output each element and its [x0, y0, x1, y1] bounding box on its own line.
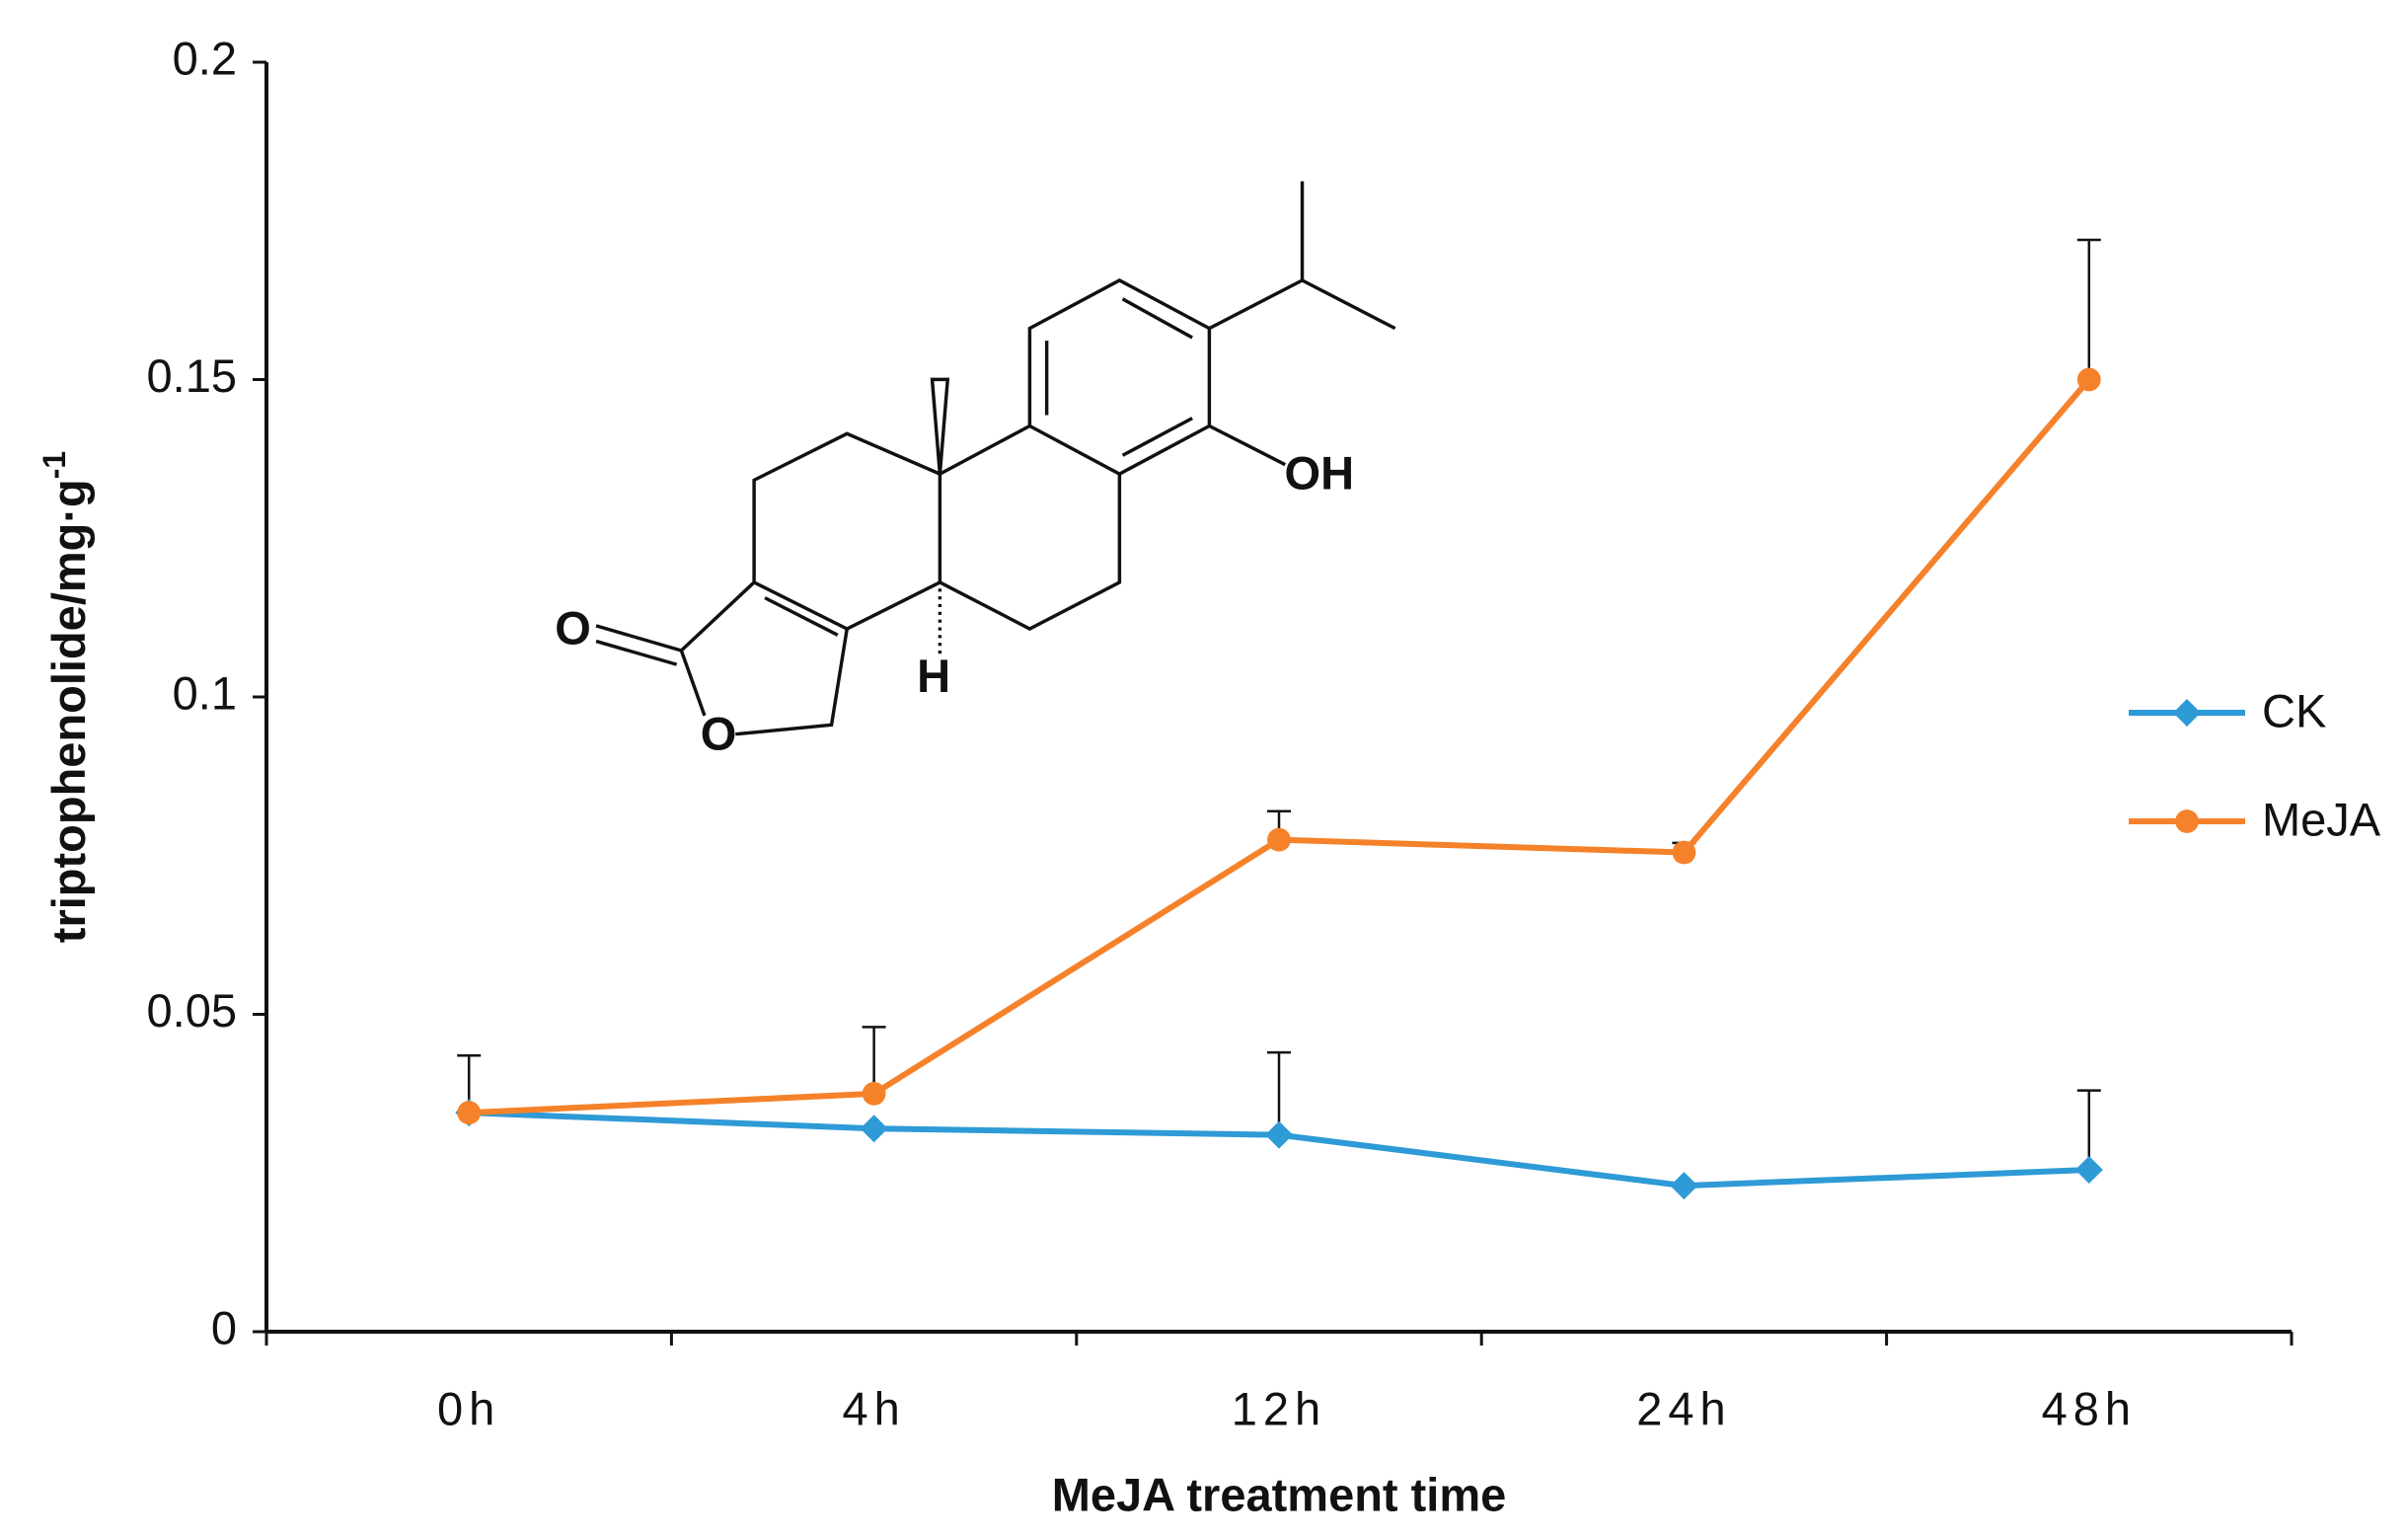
bond [679, 580, 756, 717]
y-tick-label: 0.15 [147, 349, 237, 402]
bond [1208, 423, 1287, 467]
data-point [1265, 1120, 1293, 1149]
atom-label: OH [1284, 447, 1354, 500]
data-point [457, 1101, 482, 1125]
y-tick-label: 0.2 [173, 32, 237, 84]
bond [1121, 297, 1193, 340]
bond [1301, 278, 1396, 331]
data-point [1672, 840, 1696, 865]
data-point [862, 1081, 886, 1106]
y-tick-label: 0 [211, 1301, 237, 1353]
data-point [1267, 827, 1291, 852]
y-tick-label: 0.05 [147, 984, 237, 1037]
x-tick-label: 12h [1232, 1382, 1326, 1434]
legend-label: CK [2262, 684, 2326, 736]
y-tick-label: 0.1 [173, 666, 237, 719]
atom-label: H [917, 650, 950, 702]
y-axis-label-main: triptophenolide/mg·g [42, 479, 95, 943]
data-point [2076, 367, 2101, 392]
error-bar [2076, 238, 2101, 380]
bond [735, 628, 849, 736]
x-axis-label: MeJA treatment time [1052, 1468, 1507, 1520]
y-axis-label: triptophenolide/mg·g-1 [37, 451, 95, 943]
x-tick-label: 4h [842, 1382, 905, 1434]
bond [1208, 181, 1305, 331]
methyl-wedge [930, 377, 950, 475]
x-tick-label: 48h [2042, 1382, 2137, 1434]
bond [764, 596, 839, 637]
x-tick-label: 24h [1636, 1382, 1731, 1434]
legend-label: MeJA [2262, 793, 2381, 845]
data-point [860, 1115, 888, 1143]
atom-label: O [555, 602, 591, 654]
bond [595, 639, 678, 666]
x-tick-label: 0h [437, 1382, 500, 1434]
data-point [1670, 1172, 1698, 1200]
bond [1121, 417, 1193, 457]
ring-c [752, 431, 941, 631]
y-axis-label-sup: -1 [37, 451, 72, 479]
legend-marker [2173, 699, 2201, 727]
legend-marker [2175, 809, 2199, 833]
data-point [2074, 1156, 2103, 1185]
molecule-structure: OH O O H [555, 181, 1396, 759]
bond [595, 624, 682, 653]
ring-b [938, 423, 1122, 631]
atom-label: O [701, 707, 737, 759]
aromatic-ring [1027, 278, 1212, 477]
